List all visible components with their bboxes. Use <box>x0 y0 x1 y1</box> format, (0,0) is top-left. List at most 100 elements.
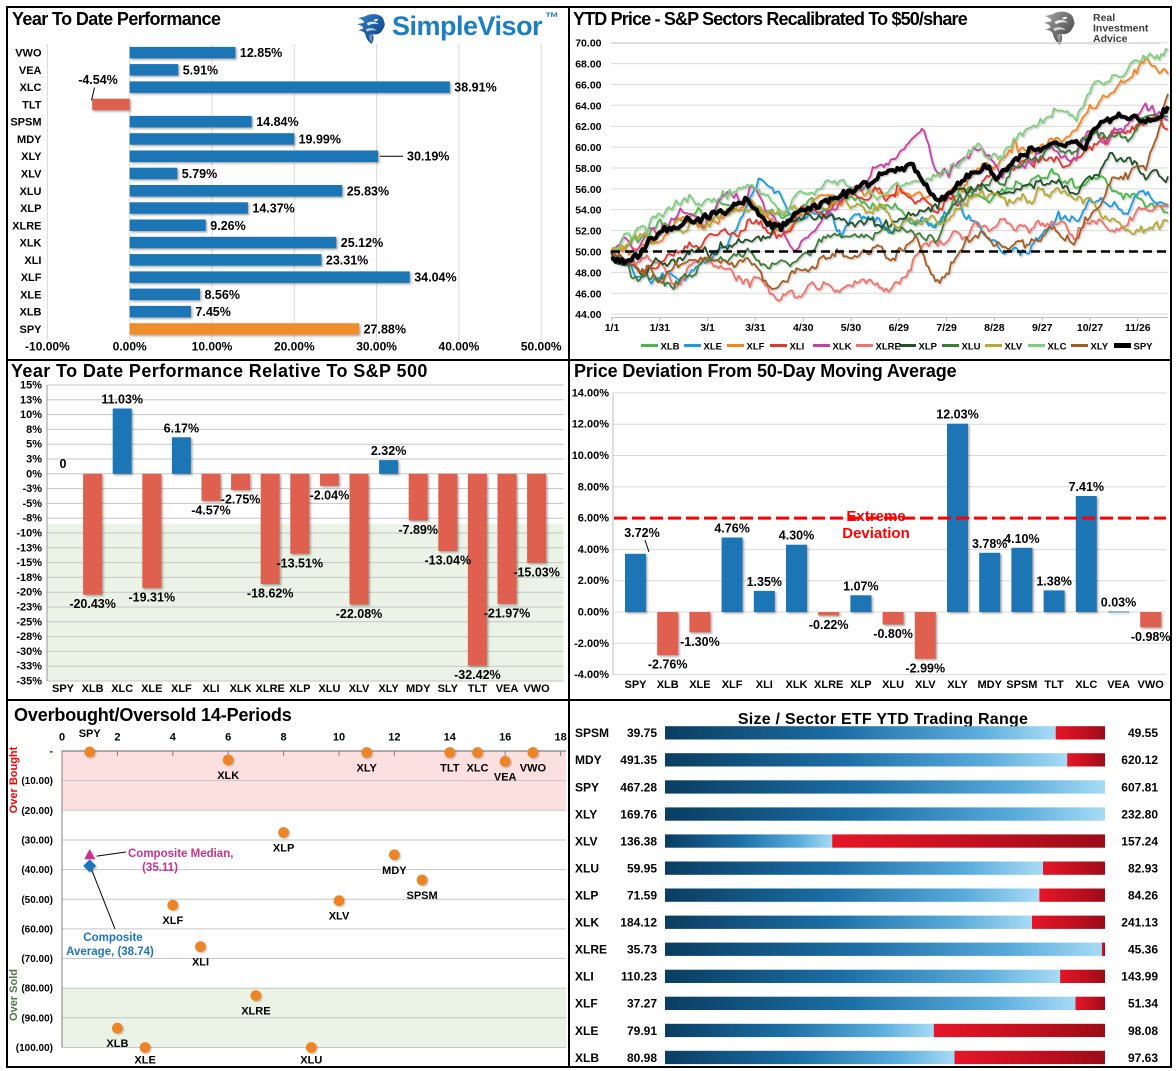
svg-text:157.24: 157.24 <box>1121 834 1158 848</box>
svg-text:0%: 0% <box>26 468 42 480</box>
svg-text:SPY: SPY <box>1134 342 1154 353</box>
svg-text:7.41%: 7.41% <box>1069 480 1104 494</box>
svg-text:7.45%: 7.45% <box>195 305 230 319</box>
svg-text:XLU: XLU <box>882 679 904 691</box>
svg-text:XLV: XLV <box>575 834 597 848</box>
svg-text:19.99%: 19.99% <box>299 132 341 146</box>
svg-text:XLE: XLE <box>689 679 710 691</box>
svg-text:-: - <box>50 747 53 758</box>
svg-text:14.84%: 14.84% <box>256 115 298 129</box>
svg-text:XLU: XLU <box>318 683 340 695</box>
svg-text:XLRE: XLRE <box>241 1006 270 1018</box>
svg-text:XLC: XLC <box>111 683 133 695</box>
svg-text:64.00: 64.00 <box>575 100 601 112</box>
svg-text:Advice: Advice <box>1093 33 1128 45</box>
svg-text:4.76%: 4.76% <box>714 522 749 536</box>
svg-text:Size / Sector ETF YTD Trading: Size / Sector ETF YTD Trading Range <box>738 711 1028 728</box>
svg-text:25.83%: 25.83% <box>347 184 389 198</box>
svg-text:10.00%: 10.00% <box>192 340 233 354</box>
svg-text:XLC: XLC <box>1048 342 1067 353</box>
svg-text:XLK: XLK <box>217 770 239 782</box>
svg-text:48.00: 48.00 <box>575 267 601 279</box>
svg-text:XLY: XLY <box>378 683 399 695</box>
svg-text:TLT: TLT <box>22 99 42 111</box>
svg-text:XLRE: XLRE <box>876 342 901 353</box>
svg-text:XLP: XLP <box>273 843 294 855</box>
svg-text:YTD Price - S&P Sectors Recali: YTD Price - S&P Sectors Recalibrated To … <box>573 9 968 29</box>
svg-text:Deviation: Deviation <box>842 525 910 542</box>
svg-text:12.00%: 12.00% <box>572 419 610 431</box>
svg-text:46.00: 46.00 <box>575 288 601 300</box>
svg-text:12.85%: 12.85% <box>240 46 282 60</box>
svg-text:3.72%: 3.72% <box>624 526 659 540</box>
svg-text:(35.11): (35.11) <box>142 862 178 874</box>
svg-text:-18%: -18% <box>16 572 42 584</box>
svg-text:66.00: 66.00 <box>575 80 601 92</box>
svg-text:241.13: 241.13 <box>1121 916 1158 930</box>
svg-text:-33%: -33% <box>16 661 42 673</box>
svg-text:14.37%: 14.37% <box>252 202 294 216</box>
svg-text:84.26: 84.26 <box>1128 889 1158 903</box>
svg-text:44.00: 44.00 <box>575 309 601 321</box>
svg-text:136.38: 136.38 <box>620 834 657 848</box>
svg-text:SPY: SPY <box>52 683 75 695</box>
svg-text:49.55: 49.55 <box>1128 726 1158 740</box>
svg-text:(30.00): (30.00) <box>21 836 53 847</box>
svg-text:8: 8 <box>281 732 287 744</box>
svg-text:VWO: VWO <box>15 48 42 60</box>
svg-text:110.23: 110.23 <box>621 970 657 984</box>
svg-text:3/1: 3/1 <box>700 322 715 334</box>
svg-text:-15%: -15% <box>16 557 42 569</box>
svg-text:14: 14 <box>444 732 457 744</box>
svg-text:18: 18 <box>554 732 566 744</box>
svg-text:6.17%: 6.17% <box>164 421 199 435</box>
svg-text:XLF: XLF <box>747 342 765 353</box>
svg-text:XLRE: XLRE <box>814 679 843 691</box>
svg-text:XLF: XLF <box>162 915 183 927</box>
svg-text:-25%: -25% <box>16 616 42 628</box>
svg-text:XLB: XLB <box>661 342 680 353</box>
svg-text:6/29: 6/29 <box>889 322 910 334</box>
svg-text:Year To Date Performance: Year To Date Performance <box>12 9 221 29</box>
svg-text:-3%: -3% <box>22 483 42 495</box>
svg-text:-13.04%: -13.04% <box>425 554 472 568</box>
svg-text:-13.51%: -13.51% <box>277 556 324 570</box>
svg-text:-4.00%: -4.00% <box>574 669 609 681</box>
svg-text:-35%: -35% <box>16 676 42 688</box>
svg-text:(70.00): (70.00) <box>21 954 53 965</box>
svg-text:Extreme: Extreme <box>846 508 905 525</box>
svg-text:XLB: XLB <box>575 1051 599 1065</box>
svg-text:XLP: XLP <box>575 889 598 903</box>
svg-text:-4.54%: -4.54% <box>78 73 118 87</box>
svg-text:40.00%: 40.00% <box>439 340 480 354</box>
svg-text:491.35: 491.35 <box>620 753 657 767</box>
svg-text:9.26%: 9.26% <box>210 219 245 233</box>
svg-text:184.12: 184.12 <box>620 916 657 930</box>
svg-text:-13%: -13% <box>16 542 42 554</box>
svg-text:SPY: SPY <box>575 780 599 794</box>
svg-text:XLY: XLY <box>21 151 42 163</box>
svg-text:SPY: SPY <box>79 728 102 740</box>
svg-text:MDY: MDY <box>382 865 407 877</box>
svg-text:2.00%: 2.00% <box>578 575 609 587</box>
svg-text:3/31: 3/31 <box>745 322 766 334</box>
svg-text:XLF: XLF <box>21 272 42 284</box>
svg-text:XLRE: XLRE <box>256 683 285 695</box>
svg-text:XLC: XLC <box>467 763 489 775</box>
svg-text:XLB: XLB <box>106 1038 128 1050</box>
svg-text:620.12: 620.12 <box>1121 753 1158 767</box>
svg-text:VEA: VEA <box>1107 679 1130 691</box>
svg-text:14.00%: 14.00% <box>572 387 610 399</box>
svg-text:-0.80%: -0.80% <box>873 627 913 641</box>
svg-text:11.03%: 11.03% <box>101 393 143 407</box>
svg-text:Overbought/Oversold 14-Periods: Overbought/Oversold 14-Periods <box>14 705 292 725</box>
svg-text:VWO: VWO <box>1138 679 1165 691</box>
svg-text:23.31%: 23.31% <box>326 253 368 267</box>
svg-text:XLRE: XLRE <box>575 943 607 957</box>
svg-text:15%: 15% <box>20 380 42 392</box>
svg-text:-30%: -30% <box>16 646 42 658</box>
svg-text:-10%: -10% <box>16 528 42 540</box>
svg-text:34.04%: 34.04% <box>414 271 456 285</box>
svg-text:10: 10 <box>333 732 345 744</box>
svg-text:143.99: 143.99 <box>1121 970 1158 984</box>
